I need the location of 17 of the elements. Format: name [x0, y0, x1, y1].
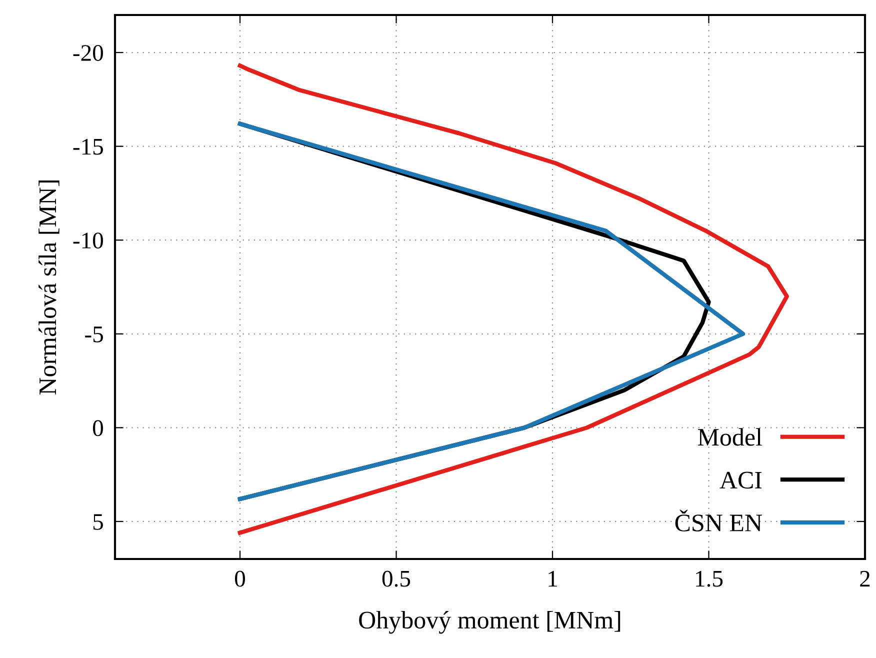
line-series [238, 64, 789, 535]
y-tick-label: 0 [92, 420, 103, 436]
x-tick-label: 1.5 [696, 570, 723, 587]
x-tick-label: 2 [860, 570, 870, 586]
x-tick-label: 0 [234, 570, 246, 587]
x-tick-label: 0.5 [382, 570, 410, 587]
legend-label: Model [698, 428, 762, 446]
x-axis-title: Ohybový moment [MNm] [359, 610, 620, 634]
legend-label: ČSN EN [675, 510, 762, 532]
y-tick-label: -15 [73, 138, 103, 155]
y-tick-label: -5 [85, 326, 103, 342]
legend-label: ACI [720, 472, 762, 489]
y-axis-title: Normálová síla [MN] [38, 180, 60, 395]
x-tick-label: 1 [548, 570, 557, 586]
y-tick-label: 5 [93, 514, 103, 530]
y-tick-label: -20 [73, 45, 103, 61]
y-tick-label: -10 [73, 232, 103, 249]
